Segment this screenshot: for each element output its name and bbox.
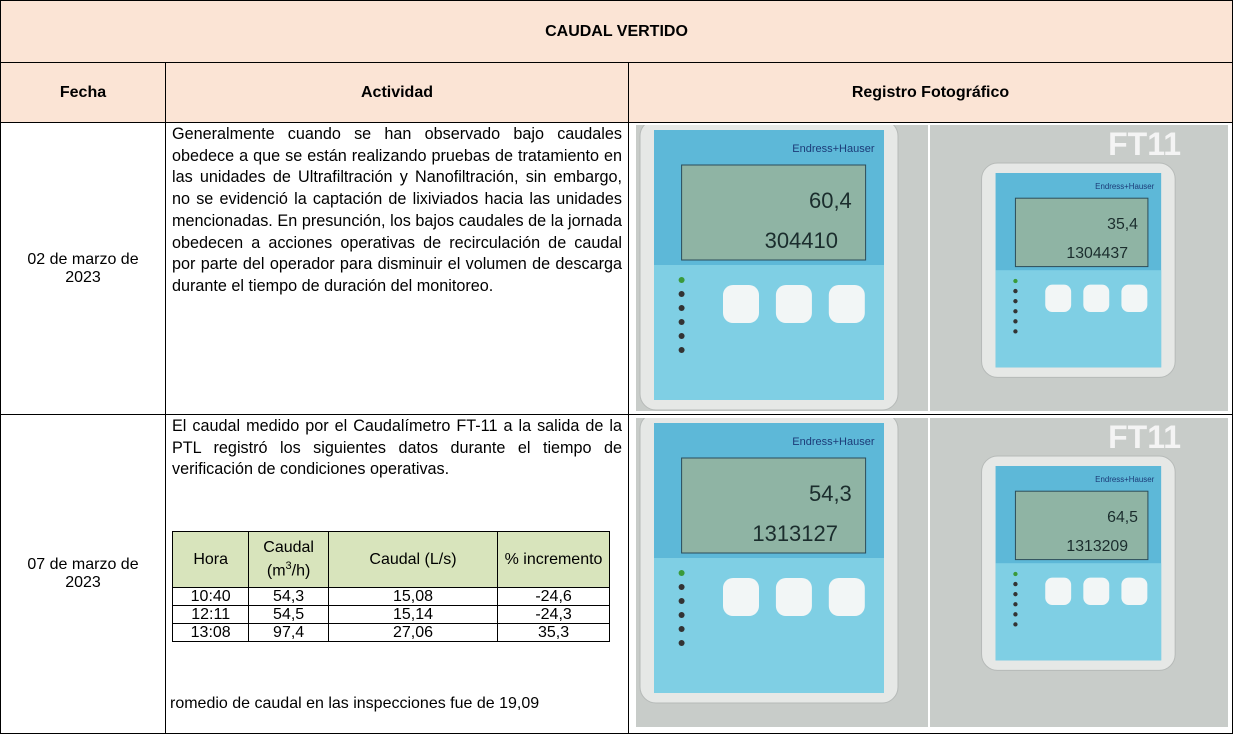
table-cell: 13:08 (171, 623, 250, 642)
th-part: Caudal (m (263, 538, 314, 580)
table-cell: -24,6 (497, 587, 610, 606)
button (1083, 284, 1110, 312)
note: romedio de caudal en las inspecciones fu… (170, 695, 540, 712)
button (1045, 577, 1072, 605)
total: 304410 (765, 228, 838, 253)
activity-text: Generalmente cuando se han observado baj… (172, 125, 622, 295)
lcd (681, 164, 867, 261)
button (775, 285, 812, 323)
photo: Endress+Hauser 54,3 1313127 (636, 412, 928, 727)
th: Caudal (m3/h) (248, 531, 329, 588)
table-row: 13:08 97,4 27,06 35,3 (171, 623, 610, 642)
date-cell: 02 de marzo de 2023 (0, 122, 166, 415)
date: 02 de marzo de 2023 (27, 250, 139, 286)
button (723, 578, 759, 616)
th-sup: 3 (285, 559, 292, 572)
button (1121, 284, 1148, 312)
led (1013, 612, 1018, 617)
activity-text: El caudal medido por el Caudalímetro FT-… (172, 417, 622, 479)
led (1013, 581, 1018, 587)
table-cell: 54,3 (248, 587, 329, 606)
button (1121, 577, 1148, 605)
led (1013, 571, 1018, 577)
title: CAUDAL VERTIDO (0, 0, 1233, 63)
table-cell: 12:11 (171, 605, 250, 624)
table-cell: 54,5 (248, 605, 329, 624)
tag-label: FT11 (1108, 419, 1181, 455)
photo: Endress+Hauser 60,4 304410 (636, 119, 928, 411)
led (678, 347, 685, 353)
tag-label: FT11 (1108, 126, 1181, 162)
table-row: 10:40 54,3 15,08 -24,6 (171, 587, 610, 606)
led (678, 319, 685, 325)
lcd (681, 457, 867, 554)
led (678, 640, 685, 646)
brand: Endress+Hauser (792, 436, 875, 448)
button (828, 285, 865, 323)
brand: Endress+Hauser (792, 143, 875, 155)
th: % incremento (497, 531, 610, 588)
table-row: 12:11 54,5 15,14 -24,3 (171, 605, 610, 624)
led (1013, 309, 1018, 314)
col-header: Fecha (0, 62, 166, 123)
photo-image: Endress+Hauser 35,4 1304437 FT11 (930, 125, 1228, 411)
button (828, 578, 865, 616)
table-cell: 15,14 (327, 605, 499, 624)
led (1013, 278, 1018, 284)
table-cell: 97,4 (248, 623, 329, 642)
led (1013, 592, 1018, 597)
table-cell: 15,08 (327, 587, 499, 606)
date: 07 de marzo de 2023 (27, 556, 139, 591)
brand: Endress+Hauser (1095, 475, 1154, 484)
brand: Endress+Hauser (1095, 182, 1154, 191)
reading: 54,3 (809, 481, 852, 506)
led (1013, 319, 1018, 324)
th-part: /h) (291, 562, 311, 580)
total: 1304437 (1066, 245, 1128, 262)
button (723, 285, 759, 323)
led (1013, 288, 1018, 294)
led (678, 612, 685, 618)
date-cell: 07 de marzo de 2023 (0, 414, 166, 734)
button (1045, 284, 1072, 312)
reading: 35,4 (1107, 216, 1138, 233)
col-header: Registro Fotográfico (628, 62, 1233, 123)
col-header: Actividad (165, 62, 629, 123)
led (1013, 299, 1018, 304)
led (678, 584, 685, 590)
led (678, 570, 685, 576)
led (1013, 622, 1018, 627)
table-cell: -24,3 (497, 605, 610, 624)
led (678, 333, 685, 339)
th: Caudal (L/s) (327, 531, 499, 588)
led (678, 291, 685, 297)
button (775, 578, 812, 616)
table-cell: 35,3 (497, 623, 610, 642)
photo: Endress+Hauser 35,4 1304437 FT11 (930, 125, 1228, 411)
photo-image: Endress+Hauser 60,4 304410 (636, 119, 928, 411)
total: 1313209 (1066, 538, 1128, 555)
led (678, 277, 685, 283)
th: Hora (171, 531, 250, 588)
photo-image: Endress+Hauser 54,3 1313127 (636, 412, 928, 727)
photo-image: Endress+Hauser 64,5 1313209 FT11 (930, 418, 1228, 727)
led (1013, 602, 1018, 607)
reading: 64,5 (1107, 509, 1138, 526)
lcd (1014, 197, 1149, 268)
led (678, 626, 685, 632)
photo: Endress+Hauser 64,5 1313209 FT11 (930, 418, 1228, 727)
reading: 60,4 (809, 188, 852, 213)
total: 1313127 (752, 521, 838, 546)
lcd (1014, 490, 1149, 561)
table-cell: 10:40 (171, 587, 250, 606)
led (1013, 329, 1018, 334)
button (1083, 577, 1110, 605)
led (678, 598, 685, 604)
led (678, 305, 685, 311)
data-table: Hora Caudal (m3/h) Caudal (L/s) % increm… (171, 531, 610, 642)
table-cell: 27,06 (327, 623, 499, 642)
